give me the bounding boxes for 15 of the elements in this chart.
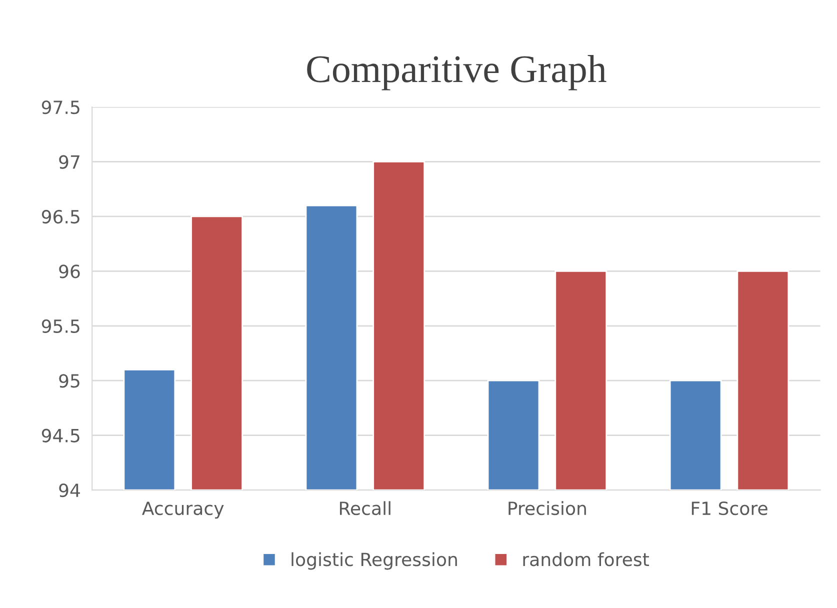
x-tick-label: Recall [340, 501, 390, 516]
y-tick-label: 96 [59, 264, 80, 278]
y-tick-label: 94 [59, 484, 80, 498]
x-tick-label: Accuracy [142, 502, 224, 519]
y-tick-label: 97.5 [42, 100, 80, 114]
y-tick-label: 94.5 [42, 428, 80, 442]
y-tick-label: 95.5 [42, 319, 80, 334]
y-tick-label: 97 [59, 155, 80, 169]
chart-title: Comparitive Graph [307, 55, 606, 90]
legend-label: logistic Regression [292, 552, 457, 570]
y-tick-label: 95 [59, 374, 80, 388]
legend-label: random forest [523, 552, 649, 566]
x-tick-label: Precision [508, 501, 586, 516]
x-tick-label: F1 Score [692, 501, 768, 516]
y-tick-label: 96.5 [42, 210, 80, 224]
